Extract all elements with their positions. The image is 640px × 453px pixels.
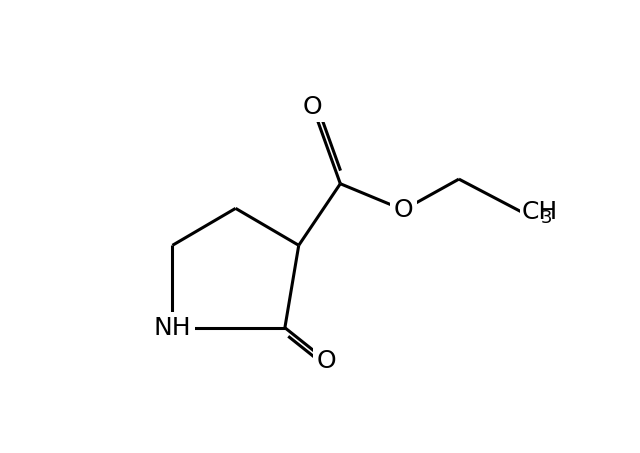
Text: O: O — [317, 349, 336, 373]
Text: NH: NH — [154, 316, 191, 340]
Text: CH: CH — [522, 200, 558, 224]
Text: O: O — [394, 198, 413, 222]
Text: 3: 3 — [541, 209, 552, 227]
Text: O: O — [303, 95, 323, 119]
